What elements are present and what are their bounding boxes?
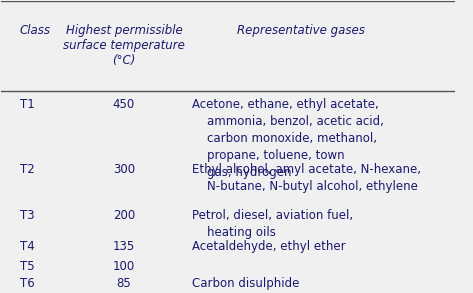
Text: T1: T1: [19, 98, 34, 111]
Text: Carbon disulphide: Carbon disulphide: [192, 277, 299, 290]
Text: T6: T6: [19, 277, 34, 290]
Text: Petrol, diesel, aviation fuel,
    heating oils: Petrol, diesel, aviation fuel, heating o…: [192, 209, 353, 239]
Text: Class: Class: [19, 24, 51, 37]
Text: Representative gases: Representative gases: [237, 24, 365, 37]
Text: T3: T3: [19, 209, 34, 222]
Text: T2: T2: [19, 163, 34, 176]
Text: Acetone, ethane, ethyl acetate,
    ammonia, benzol, acetic acid,
    carbon mon: Acetone, ethane, ethyl acetate, ammonia,…: [192, 98, 384, 179]
Text: 85: 85: [116, 277, 131, 290]
Text: 135: 135: [113, 240, 135, 253]
Text: Highest permissible
surface temperature
(°C): Highest permissible surface temperature …: [63, 24, 185, 67]
Text: T4: T4: [19, 240, 34, 253]
Text: Ethyl alcohol, amyl acetate, N-hexane,
    N-butane, N-butyl alcohol, ethylene: Ethyl alcohol, amyl acetate, N-hexane, N…: [192, 163, 421, 193]
Text: 100: 100: [113, 260, 135, 273]
Text: 450: 450: [113, 98, 135, 111]
Text: T5: T5: [19, 260, 34, 273]
Text: 200: 200: [113, 209, 135, 222]
Text: 300: 300: [113, 163, 135, 176]
Text: Acetaldehyde, ethyl ether: Acetaldehyde, ethyl ether: [192, 240, 346, 253]
